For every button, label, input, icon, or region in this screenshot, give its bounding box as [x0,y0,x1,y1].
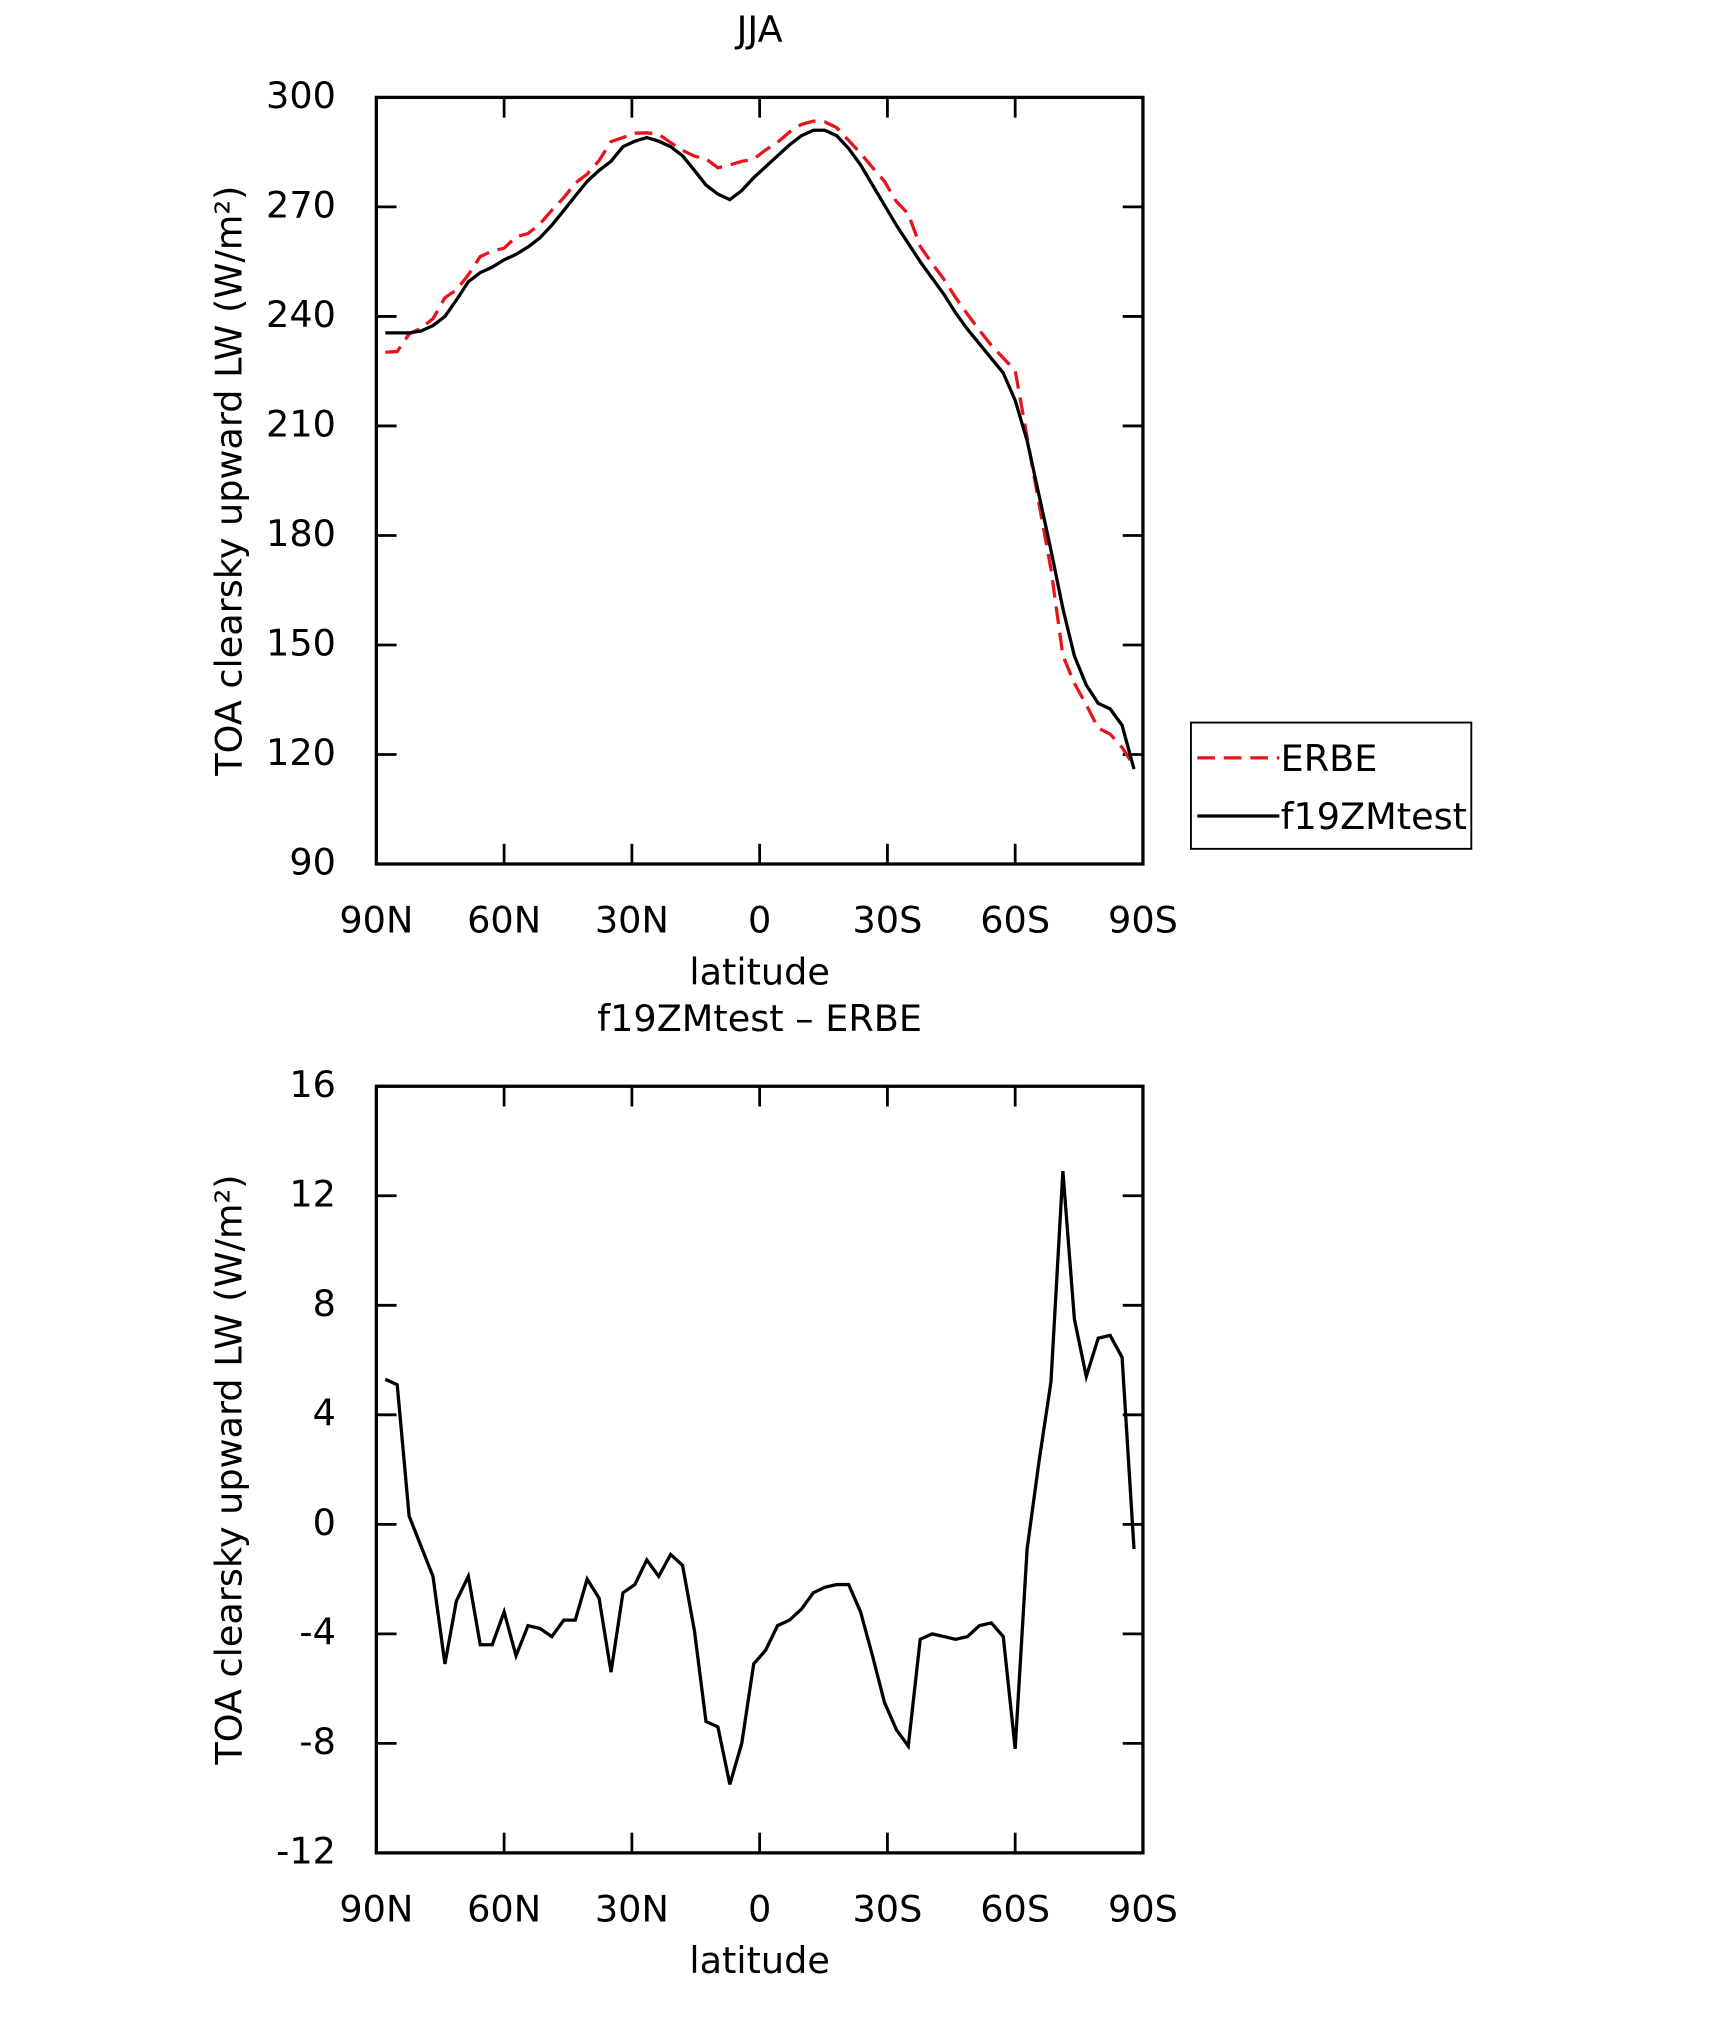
chart-title: f19ZMtest – ERBE [597,997,922,1040]
data-line [385,119,1136,767]
y-tick-label: -12 [276,1829,336,1872]
x-tick-label: 30N [595,899,669,942]
y-tick-label: 180 [266,512,336,555]
y-tick-label: 90 [289,841,336,884]
x-tick-label: 30S [853,899,923,942]
y-tick-label: 270 [266,183,336,226]
x-tick-label: 90S [1108,899,1178,942]
chart-title: JJA [735,8,783,51]
x-tick-label: 0 [748,899,771,942]
y-tick-label: 16 [289,1063,336,1106]
plot-frame [374,95,1145,866]
y-tick-label: 240 [266,293,336,336]
x-tick-label: 60N [467,899,541,942]
y-tick-label: 300 [266,74,336,117]
legend-label: ERBE [1281,737,1378,780]
x-tick-label: 60N [467,1887,541,1930]
x-tick-label: 90N [339,899,413,942]
y-tick-label: 8 [313,1282,336,1325]
x-tick-label: 30N [595,1887,669,1930]
y-tick-label: 12 [289,1172,336,1215]
x-axis-label: latitude [689,950,829,993]
y-axis-label: TOA clearsky upward LW (W/m²) [208,186,251,777]
y-tick-label: 120 [266,731,336,774]
y-tick-label: 0 [313,1501,336,1544]
x-tick-label: 90S [1108,1887,1178,1930]
y-tick-label: 150 [266,621,336,664]
legend-box [1189,721,1473,850]
y-tick-label: 210 [266,402,336,445]
y-axis-label: TOA clearsky upward LW (W/m²) [208,1174,251,1765]
x-tick-label: 90N [339,1887,413,1930]
x-tick-label: 30S [853,1887,923,1930]
legend-label: f19ZMtest [1281,795,1467,838]
plot-frame [374,1084,1145,1855]
x-axis-label: latitude [689,1939,829,1982]
y-tick-label: 4 [313,1391,336,1434]
x-tick-label: 60S [980,899,1050,942]
x-tick-label: 0 [748,1887,771,1930]
y-tick-label: -8 [299,1720,336,1763]
y-tick-label: -4 [299,1610,336,1653]
data-line [384,1171,1136,1785]
data-line [385,128,1136,770]
x-tick-label: 60S [980,1887,1050,1930]
